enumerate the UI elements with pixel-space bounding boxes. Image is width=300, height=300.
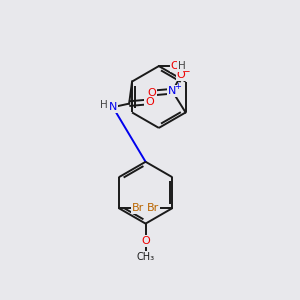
Text: N: N [109,102,117,112]
Text: H: H [100,100,107,110]
Text: O: O [177,70,186,80]
Text: N: N [168,86,176,96]
Text: +: + [174,82,181,91]
Text: Br: Br [132,203,144,213]
Text: −: − [182,67,191,76]
Text: O: O [171,61,179,71]
Text: O: O [147,88,156,98]
Text: O: O [141,236,150,246]
Text: H: H [178,61,185,71]
Text: Br: Br [147,203,159,213]
Text: CH₃: CH₃ [136,252,154,262]
Text: O: O [146,97,154,107]
